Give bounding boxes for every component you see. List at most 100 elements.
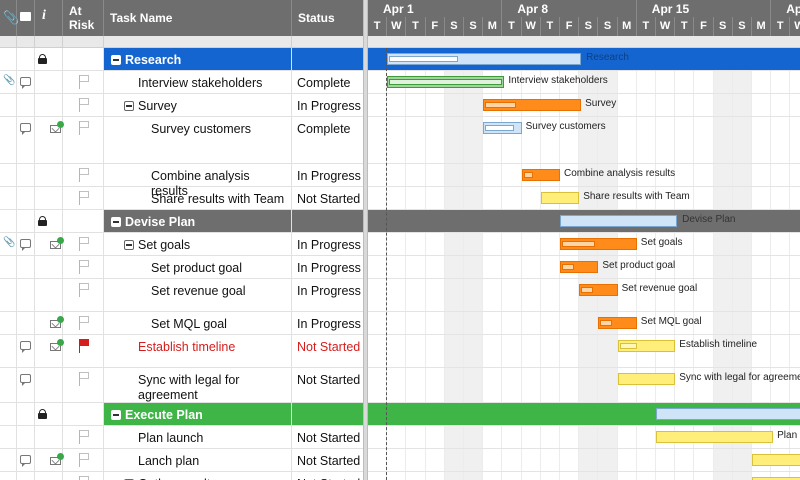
- group-row[interactable]: Execute Plan: [0, 403, 363, 426]
- at-risk-cell[interactable]: [63, 48, 104, 70]
- task-name-cell[interactable]: Research: [104, 48, 292, 70]
- task-row[interactable]: Establish timeline Not Started: [0, 335, 363, 368]
- gantt-bar[interactable]: [617, 339, 676, 352]
- attachments-cell[interactable]: [0, 187, 17, 209]
- gantt-bar[interactable]: [560, 238, 637, 250]
- at-risk-cell[interactable]: [63, 312, 104, 334]
- task-row[interactable]: Set product goal In Progress: [0, 256, 363, 279]
- gantt-bar[interactable]: [560, 215, 678, 227]
- task-row[interactable]: Survey customers Complete: [0, 117, 363, 164]
- paperclip-icon[interactable]: 📎: [3, 237, 16, 248]
- attachments-cell[interactable]: 📎: [0, 71, 17, 93]
- attachments-cell[interactable]: [0, 164, 17, 186]
- comments-cell[interactable]: [17, 403, 35, 425]
- collapse-toggle[interactable]: [124, 240, 134, 250]
- collapse-toggle[interactable]: [111, 217, 121, 227]
- status-cell[interactable]: [292, 403, 363, 425]
- status-cell[interactable]: Not Started: [292, 335, 363, 367]
- at-risk-cell[interactable]: [63, 187, 104, 209]
- task-name-column-header[interactable]: Task Name: [104, 0, 292, 36]
- gantt-bar[interactable]: [387, 76, 505, 88]
- flag-icon[interactable]: [78, 75, 90, 89]
- gantt-bar[interactable]: [560, 261, 599, 273]
- task-name-cell[interactable]: Devise Plan: [104, 210, 292, 232]
- task-row[interactable]: Set revenue goal In Progress: [0, 279, 363, 312]
- gantt-bar[interactable]: [656, 431, 774, 443]
- task-name-cell[interactable]: Set product goal: [104, 256, 292, 278]
- comments-cell[interactable]: [17, 117, 35, 163]
- attachments-cell[interactable]: 📎: [0, 233, 17, 255]
- status-cell[interactable]: Not Started: [292, 472, 363, 480]
- flag-red-icon[interactable]: [78, 339, 90, 353]
- at-risk-cell[interactable]: [63, 279, 104, 311]
- task-row[interactable]: 📎 Interview stakeholders Complete: [0, 71, 363, 94]
- comments-cell[interactable]: [17, 164, 35, 186]
- collapse-toggle[interactable]: [111, 55, 121, 65]
- task-row[interactable]: Set MQL goal In Progress: [0, 312, 363, 335]
- flag-icon[interactable]: [78, 121, 90, 135]
- comment-icon[interactable]: [20, 239, 31, 251]
- at-risk-cell[interactable]: [63, 335, 104, 367]
- comment-icon[interactable]: [20, 77, 31, 89]
- status-cell[interactable]: In Progress: [292, 94, 363, 116]
- gantt-bar[interactable]: [752, 454, 800, 466]
- at-risk-cell[interactable]: [63, 210, 104, 232]
- flag-icon[interactable]: [78, 98, 90, 112]
- status-column-header[interactable]: Status: [298, 11, 335, 25]
- task-name-cell[interactable]: Set goals: [104, 233, 292, 255]
- gantt-bar[interactable]: [483, 122, 522, 134]
- at-risk-cell[interactable]: [63, 426, 104, 448]
- task-row[interactable]: Survey In Progress: [0, 94, 363, 117]
- group-row[interactable]: Devise Plan: [0, 210, 363, 233]
- flag-icon[interactable]: [78, 372, 90, 386]
- status-cell[interactable]: Not Started: [292, 449, 363, 471]
- task-name-cell[interactable]: Gather results: [104, 472, 292, 480]
- comment-icon[interactable]: [20, 341, 31, 353]
- attachments-cell[interactable]: [0, 210, 17, 232]
- comment-icon[interactable]: [20, 455, 31, 467]
- status-cell[interactable]: In Progress: [292, 164, 363, 186]
- attachments-cell[interactable]: [0, 449, 17, 471]
- status-cell[interactable]: Complete: [292, 117, 363, 163]
- attachments-cell[interactable]: [0, 403, 17, 425]
- status-cell[interactable]: In Progress: [292, 312, 363, 334]
- comments-cell[interactable]: [17, 426, 35, 448]
- task-name-cell[interactable]: Survey customers: [104, 117, 292, 163]
- collapse-toggle[interactable]: [111, 410, 121, 420]
- gantt-bar[interactable]: [483, 99, 582, 111]
- task-row[interactable]: Gather results Not Started: [0, 472, 363, 480]
- gantt-bar[interactable]: [540, 192, 580, 204]
- task-row[interactable]: Sync with legal for agreement Not Started: [0, 368, 363, 403]
- envelope-icon[interactable]: [50, 237, 64, 249]
- flag-icon[interactable]: [78, 430, 90, 444]
- comments-cell[interactable]: [17, 335, 35, 367]
- task-name-cell[interactable]: Set revenue goal: [104, 279, 292, 311]
- comment-icon[interactable]: [20, 374, 31, 386]
- at-risk-cell[interactable]: [63, 472, 104, 480]
- status-cell[interactable]: [292, 48, 363, 70]
- at-risk-cell[interactable]: [63, 233, 104, 255]
- status-cell[interactable]: In Progress: [292, 256, 363, 278]
- comments-cell[interactable]: [17, 187, 35, 209]
- at-risk-cell[interactable]: [63, 449, 104, 471]
- attachments-cell[interactable]: [0, 335, 17, 367]
- attachments-cell[interactable]: [0, 368, 17, 402]
- comments-cell[interactable]: [17, 279, 35, 311]
- comments-cell[interactable]: [17, 472, 35, 480]
- status-cell[interactable]: Not Started: [292, 187, 363, 209]
- status-cell[interactable]: [292, 210, 363, 232]
- attachments-cell[interactable]: [0, 94, 17, 116]
- comments-column-header[interactable]: [17, 0, 35, 36]
- task-row[interactable]: Lanch plan Not Started: [0, 449, 363, 472]
- gantt-bar[interactable]: [598, 317, 637, 329]
- at-risk-cell[interactable]: [63, 368, 104, 402]
- at-risk-cell[interactable]: [63, 71, 104, 93]
- attachments-cell[interactable]: [0, 279, 17, 311]
- task-name-cell[interactable]: Sync with legal for agreement: [104, 368, 292, 402]
- gantt-bar[interactable]: [752, 477, 800, 480]
- task-name-cell[interactable]: Interview stakeholders: [104, 71, 292, 93]
- info-column-header[interactable]: i: [35, 0, 63, 36]
- gantt-bar[interactable]: [579, 283, 618, 296]
- comments-cell[interactable]: [17, 233, 35, 255]
- attachments-cell[interactable]: [0, 426, 17, 448]
